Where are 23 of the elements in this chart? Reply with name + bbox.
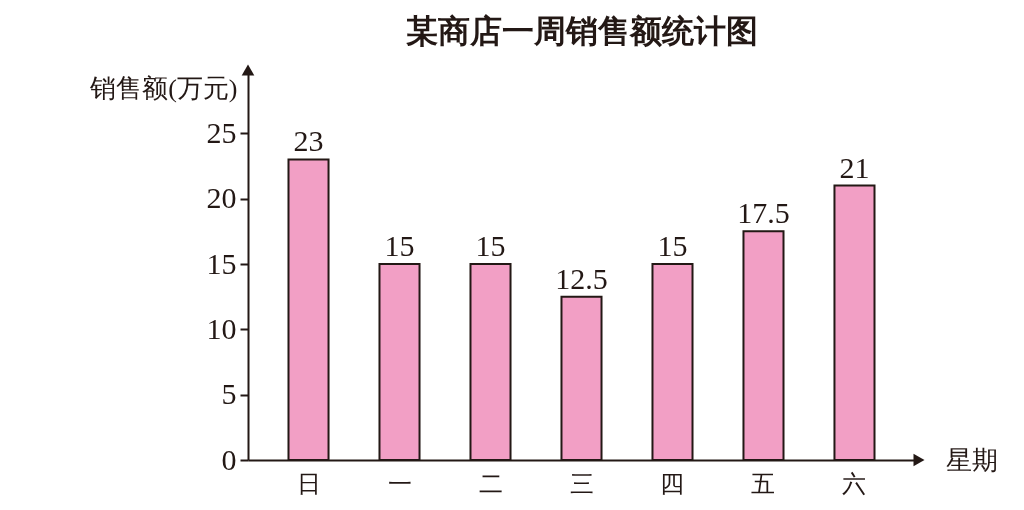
x-tick-label: 日 (296, 470, 321, 497)
data-label: 15 (657, 229, 688, 262)
x-tick-label: 四 (660, 470, 685, 497)
y-tick-label: 15 (206, 246, 237, 280)
y-tick-label: 10 (206, 311, 237, 345)
y-tick-label: 5 (221, 377, 237, 411)
y-tick-label: 25 (206, 115, 237, 149)
y-tick-label: 20 (206, 181, 237, 215)
data-label: 21 (839, 150, 870, 184)
x-axis-title: 星期 (945, 445, 998, 475)
data-label: 12.5 (555, 261, 608, 295)
x-tick-label: 三 (569, 470, 594, 497)
data-label: 15 (384, 229, 415, 262)
data-label: 23 (293, 124, 324, 158)
y-tick-label: 0 (221, 442, 237, 476)
x-tick-label: 五 (751, 470, 776, 497)
x-tick-label: 六 (842, 470, 867, 497)
x-tick-label: 二 (478, 470, 503, 497)
x-tick-label: 一 (387, 470, 412, 497)
data-label: 17.5 (737, 196, 790, 230)
y-axis-title: 销售额(万元) (89, 73, 238, 103)
chart-title: 某商店一周销售额统计图 (405, 12, 758, 49)
data-label: 15 (475, 229, 506, 262)
